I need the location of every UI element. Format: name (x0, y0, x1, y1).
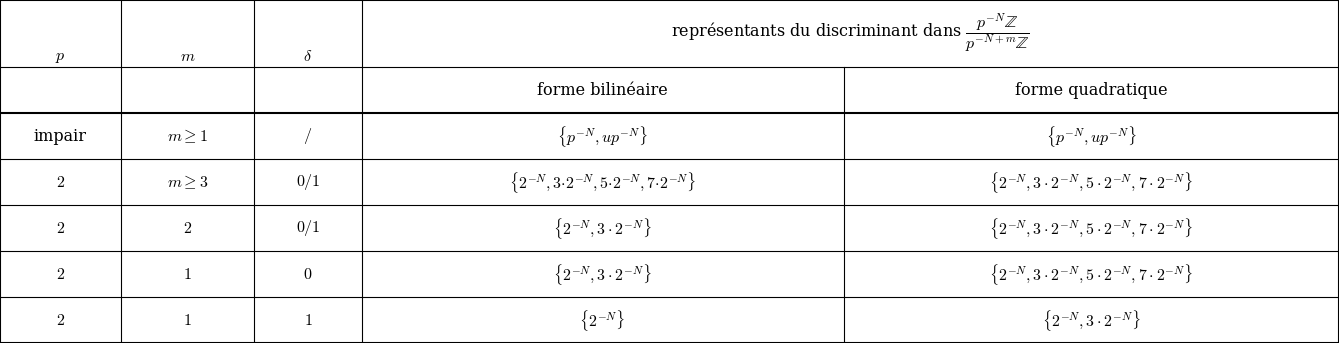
Text: $\{2^{-N}, 3 \cdot 2^{-N}\}$: $\{2^{-N}, 3 \cdot 2^{-N}\}$ (1042, 308, 1141, 332)
Text: $m$: $m$ (179, 48, 195, 65)
Text: $1$: $1$ (183, 311, 191, 329)
Text: $0/1$: $0/1$ (296, 172, 320, 192)
Text: $0/1$: $0/1$ (296, 218, 320, 238)
Text: représentants du discriminant dans $\dfrac{p^{-N}\mathbb{Z}}{p^{-N+m}\mathbb{Z}}: représentants du discriminant dans $\dfr… (671, 12, 1030, 55)
Text: $\{p^{-N}, up^{-N}\}$: $\{p^{-N}, up^{-N}\}$ (557, 124, 648, 149)
Text: $m \geq 1$: $m \geq 1$ (167, 127, 208, 145)
Text: forme quadratique: forme quadratique (1015, 82, 1168, 98)
Text: $/$: $/$ (304, 126, 312, 146)
Text: $2$: $2$ (183, 220, 191, 237)
Text: $\{2^{-N}, 3 \cdot 2^{-N}\}$: $\{2^{-N}, 3 \cdot 2^{-N}\}$ (553, 262, 652, 286)
Text: $m \geq 3$: $m \geq 3$ (167, 173, 208, 191)
Text: $\{2^{-N}, 3 \cdot 2^{-N}, 5 \cdot 2^{-N}, 7 \cdot 2^{-N}\}$: $\{2^{-N}, 3 \cdot 2^{-N}, 5 \cdot 2^{-N… (990, 216, 1193, 240)
Text: $\{2^{-N}, 3 \cdot 2^{-N}, 5 \cdot 2^{-N}, 7 \cdot 2^{-N}\}$: $\{2^{-N}, 3 \cdot 2^{-N}, 5 \cdot 2^{-N… (990, 262, 1193, 286)
Text: $0$: $0$ (303, 265, 313, 283)
Text: $2$: $2$ (56, 265, 64, 283)
Text: $\delta$: $\delta$ (304, 48, 312, 65)
Text: $1$: $1$ (183, 265, 191, 283)
Text: $2$: $2$ (56, 220, 64, 237)
Text: $\{2^{-N}, 3 \cdot 2^{-N}, 5 \cdot 2^{-N}, 7 \cdot 2^{-N}\}$: $\{2^{-N}, 3 \cdot 2^{-N}, 5 \cdot 2^{-N… (990, 170, 1193, 194)
Text: $p$: $p$ (55, 48, 66, 65)
Text: $1$: $1$ (304, 311, 312, 329)
Text: $\{2^{-N}, 3{\cdot}2^{-N}, 5{\cdot}2^{-N}, 7{\cdot}2^{-N}\}$: $\{2^{-N}, 3{\cdot}2^{-N}, 5{\cdot}2^{-N… (509, 170, 696, 194)
Text: impair: impair (33, 128, 87, 145)
Text: $\{2^{-N}, 3 \cdot 2^{-N}\}$: $\{2^{-N}, 3 \cdot 2^{-N}\}$ (553, 216, 652, 240)
Text: $2$: $2$ (56, 174, 64, 191)
Text: $\{2^{-N}\}$: $\{2^{-N}\}$ (580, 308, 625, 332)
Text: $2$: $2$ (56, 311, 64, 329)
Text: $\{p^{-N}, up^{-N}\}$: $\{p^{-N}, up^{-N}\}$ (1046, 124, 1137, 149)
Text: forme bilinéaire: forme bilinéaire (537, 82, 668, 98)
